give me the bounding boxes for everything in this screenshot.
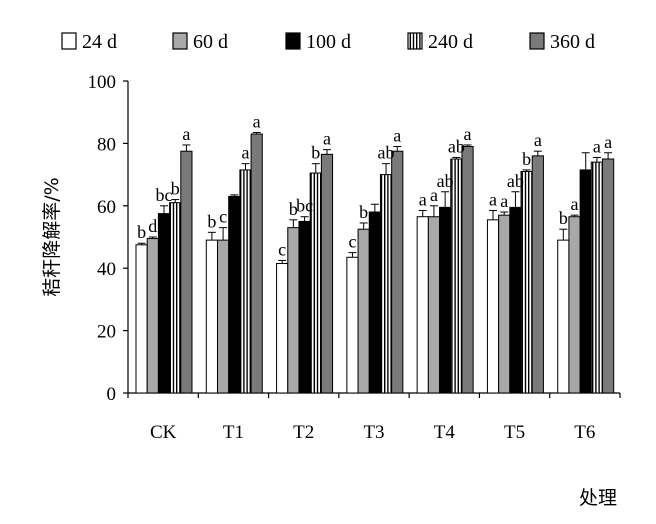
bar xyxy=(486,219,500,394)
bar xyxy=(450,158,463,394)
bar xyxy=(557,239,570,394)
legend-swatch xyxy=(172,32,188,50)
y-tick-label: 20 xyxy=(97,322,116,343)
significance-label: c xyxy=(219,207,227,227)
bar xyxy=(461,146,474,394)
bar xyxy=(287,227,300,394)
significance-label: a xyxy=(393,126,401,146)
significance-label: a xyxy=(593,136,601,156)
bars xyxy=(135,133,615,394)
bar xyxy=(216,239,230,394)
bar xyxy=(180,150,193,394)
significance-label: b xyxy=(359,202,368,222)
significance-label: a xyxy=(604,132,612,152)
x-tick-label: T2 xyxy=(293,422,314,443)
bar xyxy=(590,161,604,394)
legend-swatch xyxy=(529,32,545,50)
x-tick-label: CK xyxy=(150,422,177,443)
bar xyxy=(239,169,252,394)
bar xyxy=(520,170,533,394)
bar xyxy=(416,216,429,394)
y-axis-label: 秸秆降解率/% xyxy=(41,177,63,296)
legend-label: 24 d xyxy=(82,31,117,53)
bar xyxy=(146,238,159,394)
error-bars xyxy=(137,131,613,264)
significance-label: a xyxy=(464,124,472,144)
bar xyxy=(568,216,581,394)
legend-label: 100 d xyxy=(306,31,351,53)
bar xyxy=(357,228,370,394)
legend-label: 360 d xyxy=(550,31,595,53)
y-tick-label: 80 xyxy=(97,134,116,155)
significance-label: a xyxy=(489,189,497,209)
significance-label: b xyxy=(559,208,568,228)
bar xyxy=(391,150,404,394)
bar xyxy=(602,158,615,394)
bar xyxy=(135,244,148,394)
significance-label: a xyxy=(323,129,331,149)
significance-label: a xyxy=(182,124,190,144)
legend: 24 d 60 d 100 d 240 d 360 d xyxy=(61,31,595,53)
bar xyxy=(205,239,218,394)
bar xyxy=(368,211,381,394)
bar xyxy=(379,174,393,394)
y-tick-label: 100 xyxy=(88,72,117,93)
x-axis-label: 处理 xyxy=(579,487,617,509)
significance-label: b xyxy=(522,149,531,169)
legend-swatch xyxy=(61,32,77,50)
significance-label: a xyxy=(253,111,261,131)
significance-label: ab xyxy=(507,171,524,191)
significance-label: a xyxy=(430,185,438,205)
legend-label: 240 d xyxy=(428,31,473,53)
significance-label: b xyxy=(207,211,216,231)
significance-label: bc xyxy=(296,196,313,216)
significance-label: b xyxy=(289,199,298,219)
significance-label: c xyxy=(348,232,356,252)
bar xyxy=(439,206,452,394)
significance-label: b xyxy=(171,179,180,199)
significance-label: a xyxy=(419,189,427,209)
x-tick-label: T1 xyxy=(223,422,244,443)
bar xyxy=(228,195,241,394)
significance-label: ab xyxy=(378,143,395,163)
bar xyxy=(509,206,522,394)
bar xyxy=(579,169,592,394)
significance-label: a xyxy=(241,143,249,163)
x-tick-label: T6 xyxy=(574,422,595,443)
significance-label: a xyxy=(500,191,508,211)
x-tick-label: T4 xyxy=(434,422,456,443)
bar xyxy=(276,263,289,394)
significance-label: ab xyxy=(448,136,465,156)
bar xyxy=(157,213,171,394)
legend-label: 60 d xyxy=(193,31,228,53)
significance-label: d xyxy=(148,216,157,236)
bar xyxy=(298,220,311,394)
legend-swatch xyxy=(407,32,423,50)
x-tick-label: T3 xyxy=(363,422,384,443)
significance-label: b xyxy=(311,143,320,163)
significance-label: a xyxy=(534,130,542,150)
bar xyxy=(427,216,441,394)
bar xyxy=(531,155,544,394)
significance-label: b xyxy=(137,222,146,242)
y-tick-label: 40 xyxy=(97,259,116,280)
bar xyxy=(250,133,263,394)
bar xyxy=(498,214,511,394)
significance-label: a xyxy=(571,194,579,214)
y-tick-label: 0 xyxy=(107,384,117,405)
y-tick-label: 60 xyxy=(97,197,116,218)
significance-label: c xyxy=(278,239,286,259)
bar xyxy=(346,256,359,394)
legend-swatch xyxy=(285,32,301,50)
y-axis: 0 20 40 60 80 100 xyxy=(88,72,129,405)
bar xyxy=(320,153,334,394)
bar xyxy=(169,202,182,394)
x-axis: CK T1 T2 T3 T4 T5 T6 xyxy=(127,392,621,443)
x-tick-label: T5 xyxy=(504,422,525,443)
significance-label: bc xyxy=(156,185,173,205)
significance-label: ab xyxy=(437,171,454,191)
